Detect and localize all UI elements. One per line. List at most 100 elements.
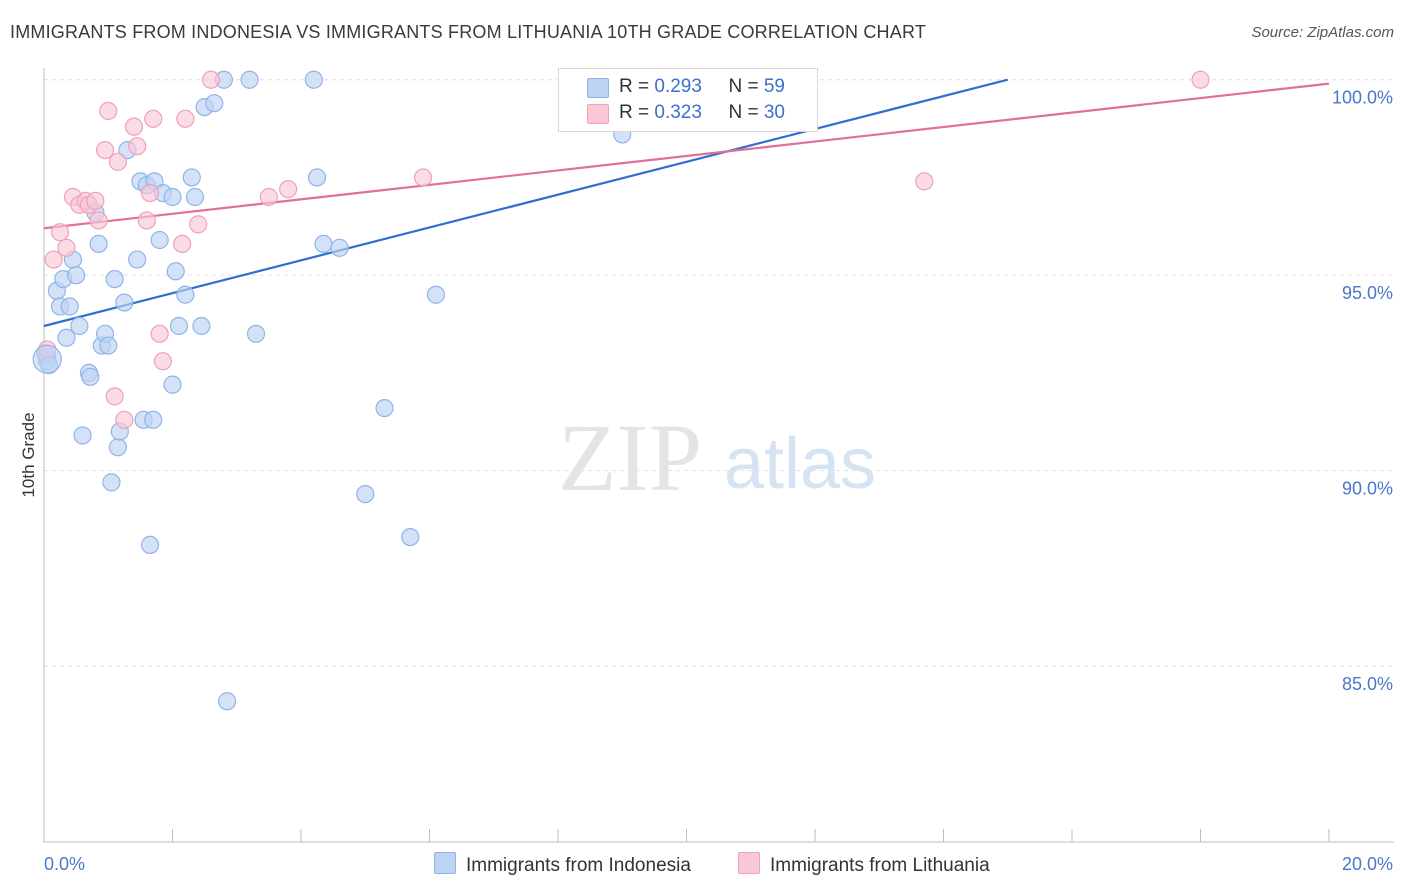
point-indonesia: [99, 336, 118, 355]
point-lithuania: [115, 410, 134, 429]
point-indonesia: [150, 230, 169, 250]
bottom-legend-lithuania: Immigrants from Lithuania: [738, 852, 990, 877]
point-indonesia: [240, 70, 259, 89]
point-lithuania: [140, 183, 160, 203]
point-indonesia: [102, 473, 121, 492]
legend-n-value-indonesia: 59: [763, 76, 785, 97]
point-indonesia: [314, 234, 333, 254]
point-indonesia: [73, 426, 92, 445]
y-tick-label: 95.0%: [1342, 283, 1393, 303]
bottom-legend-label-indonesia: Immigrants from Indonesia: [466, 855, 691, 876]
watermark: ZIP atlas: [558, 404, 876, 511]
point-indonesia: [192, 316, 211, 336]
point-lithuania: [189, 215, 208, 234]
point-lithuania: [99, 101, 118, 121]
point-indonesia: [375, 398, 394, 418]
point-lithuania: [173, 234, 192, 254]
point-indonesia: [144, 410, 163, 429]
legend-swatch-lithuania: [587, 104, 609, 124]
point-indonesia: [426, 285, 446, 304]
point-indonesia-cluster: [32, 344, 62, 374]
point-indonesia: [169, 316, 189, 336]
point-indonesia: [166, 262, 185, 281]
point-indonesia: [140, 535, 160, 555]
point-lithuania: [153, 352, 172, 371]
point-indonesia: [185, 187, 205, 207]
point-indonesia: [60, 297, 79, 316]
point-indonesia: [205, 94, 224, 113]
bottom-legend-label-lithuania: Immigrants from Lithuania: [770, 855, 990, 876]
point-lithuania: [176, 109, 195, 128]
trend-line-lithuania: [43, 82, 1330, 230]
point-indonesia: [330, 238, 349, 257]
axes: [43, 68, 1394, 843]
point-lithuania: [259, 187, 278, 207]
x-tick-label-max: 20.0%: [1342, 854, 1393, 874]
legend-n-label: N =: [728, 102, 764, 123]
y-tick-label: 85.0%: [1342, 674, 1393, 694]
point-lithuania: [413, 168, 433, 187]
trend-line-indonesia: [43, 78, 1009, 328]
grid-lines: [44, 79, 1394, 667]
point-indonesia: [89, 234, 108, 254]
point-indonesia: [128, 250, 147, 269]
trend-lines: [43, 78, 1330, 328]
legend-n-value-lithuania: 30: [763, 102, 785, 123]
legend-r-label: R =: [619, 102, 655, 123]
source-credit: Source: ZipAtlas.com: [1251, 24, 1394, 41]
bottom-legend-indonesia: Immigrants from Indonesia: [434, 852, 691, 877]
stats-legend: R = 0.293 N = 59 R = 0.323 N = 30: [558, 68, 818, 132]
point-lithuania: [150, 324, 169, 343]
point-indonesia: [81, 367, 100, 386]
watermark-zip: ZIP: [558, 404, 702, 511]
point-indonesia: [163, 187, 182, 207]
point-indonesia: [57, 328, 76, 347]
point-indonesia: [70, 316, 89, 336]
point-indonesia: [307, 168, 327, 187]
point-lithuania: [86, 191, 105, 211]
point-indonesia: [115, 293, 134, 312]
point-lithuania: [128, 137, 147, 156]
point-lithuania: [105, 387, 124, 406]
point-indonesia: [304, 70, 323, 89]
watermark-atlas: atlas: [724, 424, 876, 504]
legend-r-label: R =: [619, 76, 655, 97]
point-indonesia: [67, 266, 86, 285]
point-lithuania: [124, 117, 144, 136]
point-lithuania: [201, 70, 221, 89]
legend-r-value-indonesia: 0.293: [654, 76, 702, 97]
point-lithuania: [57, 238, 76, 257]
y-tick-label: 100.0%: [1332, 88, 1393, 108]
legend-n-label: N =: [728, 76, 764, 97]
point-indonesia: [163, 375, 182, 394]
point-lithuania: [1191, 70, 1210, 89]
point-lithuania: [279, 180, 298, 199]
point-lithuania: [44, 250, 63, 269]
point-lithuania: [915, 172, 934, 191]
point-indonesia: [182, 168, 201, 187]
point-indonesia: [176, 285, 195, 304]
point-indonesia: [246, 324, 266, 343]
point-indonesia: [401, 527, 420, 547]
point-lithuania: [144, 109, 163, 128]
point-lithuania: [89, 211, 108, 230]
point-indonesia: [105, 269, 124, 289]
legend-r-value-lithuania: 0.323: [654, 102, 702, 123]
data-points: [32, 70, 1210, 711]
x-tick-label-min: 0.0%: [44, 854, 85, 874]
x-ticks: [43, 829, 1330, 842]
bottom-legend-swatch-lithuania: [738, 852, 760, 874]
bottom-legend-swatch-indonesia: [434, 852, 456, 874]
point-lithuania: [50, 223, 70, 242]
point-indonesia: [108, 438, 127, 457]
y-axis-title: 10th Grade: [19, 412, 38, 497]
y-tick-label: 90.0%: [1342, 479, 1393, 499]
point-indonesia: [356, 484, 375, 504]
y-tick-labels: 85.0% 90.0% 95.0% 100.0%: [1332, 88, 1393, 694]
point-lithuania: [95, 140, 115, 160]
legend-swatch-indonesia: [587, 78, 609, 98]
chart-title: IMMIGRANTS FROM INDONESIA VS IMMIGRANTS …: [10, 22, 927, 42]
point-lithuania: [108, 152, 127, 171]
point-lithuania: [137, 211, 156, 230]
